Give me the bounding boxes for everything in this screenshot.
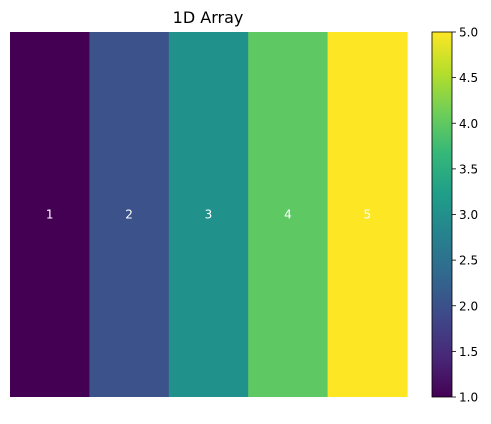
heatmap-cell-label-1: 1 — [46, 208, 54, 222]
heatmap-cells — [10, 32, 408, 397]
colorbar-tick-label-1: 1.5 — [459, 345, 478, 359]
colorbar-gradient — [431, 31, 453, 398]
colorbar-tick-label-0: 1.0 — [459, 391, 478, 405]
heatmap-cell-5 — [327, 32, 408, 397]
heatmap-cell-label-2: 2 — [125, 208, 133, 222]
colorbar-tick-label-4: 3.0 — [459, 208, 478, 222]
colorbar-tick-label-6: 4.0 — [459, 117, 478, 131]
heatmap-cell-1 — [10, 32, 90, 397]
heatmap-cell-label-3: 3 — [205, 208, 213, 222]
colorbar-tick-label-7: 4.5 — [459, 71, 478, 85]
heatmap-cell-4 — [248, 32, 329, 397]
colorbar-tick-label-3: 2.5 — [459, 254, 478, 268]
colorbar-tick-label-5: 3.5 — [459, 162, 478, 176]
heatmap-cell-label-4: 4 — [284, 208, 292, 222]
heatmap-cell-labels: 1 2 3 4 5 — [46, 208, 371, 222]
heatmap-cell-3 — [168, 32, 249, 397]
colorbar: 1.0 1.5 2.0 2.5 3.0 3.5 4.0 4.5 5.0 — [431, 26, 478, 405]
heatmap-cell-2 — [89, 32, 170, 397]
chart-title: 1D Array — [173, 8, 244, 27]
colorbar-tick-label-8: 5.0 — [459, 26, 478, 40]
heatmap-cell-label-5: 5 — [363, 208, 371, 222]
colorbar-tick-label-2: 2.0 — [459, 299, 478, 313]
